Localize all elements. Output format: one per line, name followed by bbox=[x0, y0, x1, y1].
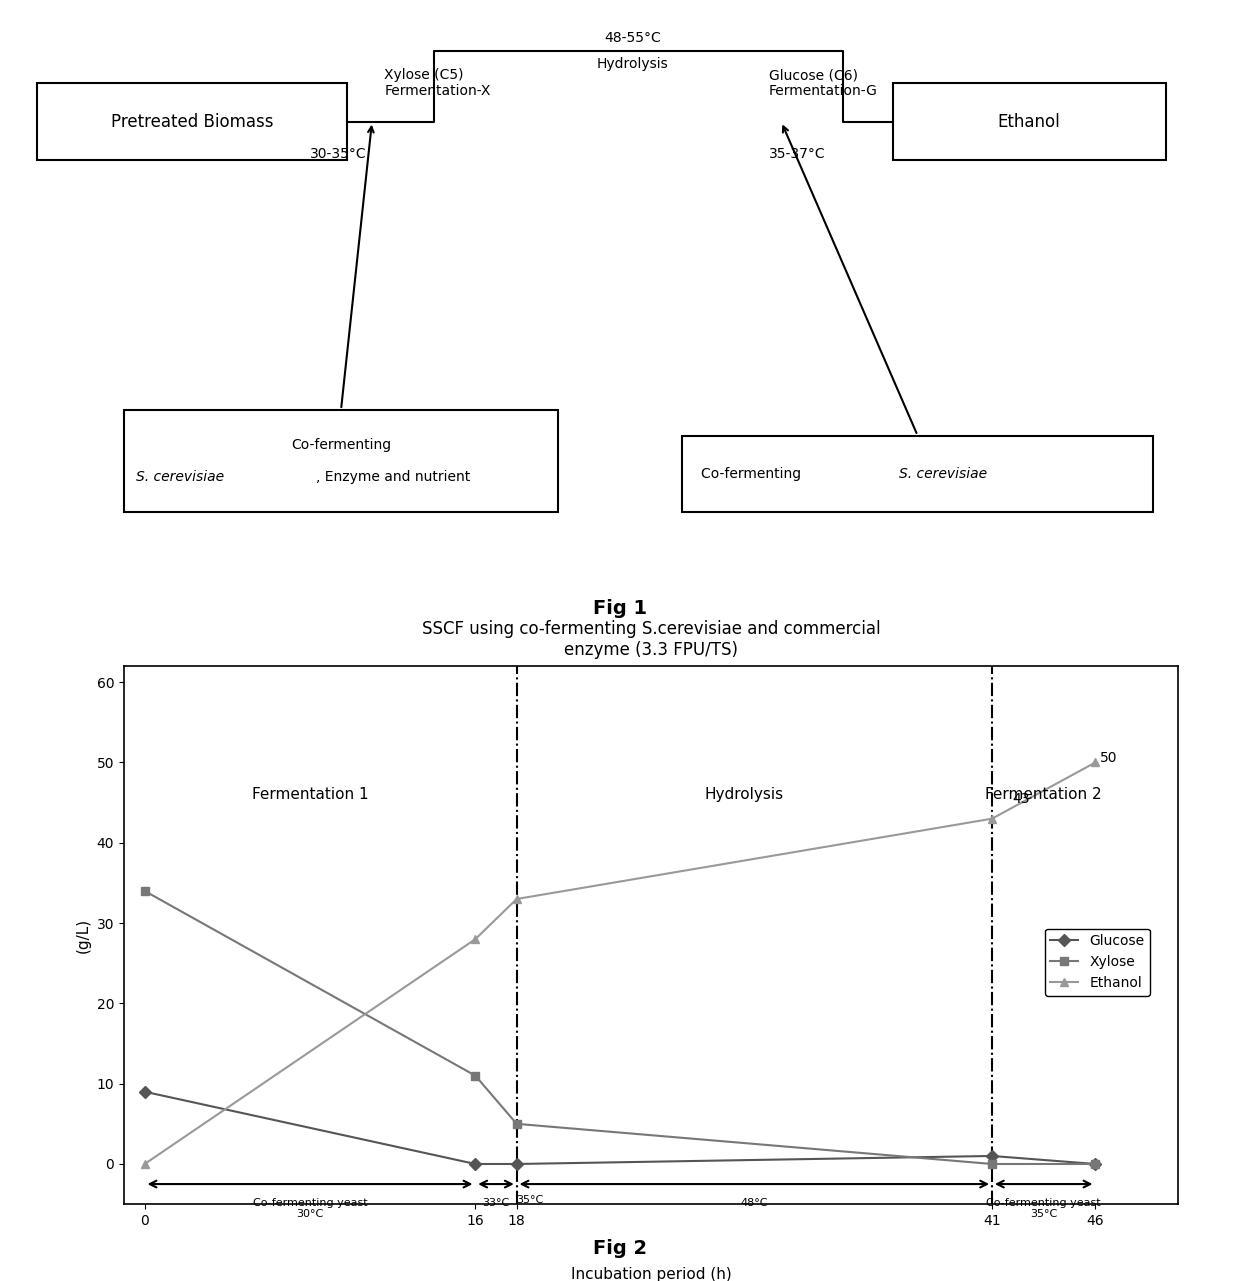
Line: Ethanol: Ethanol bbox=[140, 758, 1100, 1168]
Xylose bbox=[467, 1068, 482, 1084]
X-axis label: Incubation period (h): Incubation period (h) bbox=[570, 1267, 732, 1281]
Bar bbox=[124, 410, 558, 512]
Line: Xylose: Xylose bbox=[140, 886, 1100, 1168]
Text: Hydrolysis: Hydrolysis bbox=[704, 787, 784, 802]
Text: 33°C: 33°C bbox=[482, 1198, 510, 1208]
Text: Co-fermenting: Co-fermenting bbox=[701, 468, 805, 480]
Text: Co-fermenting yeast
30°C: Co-fermenting yeast 30°C bbox=[253, 1198, 367, 1220]
Text: 48°C: 48°C bbox=[740, 1198, 768, 1208]
Ethanol bbox=[138, 1157, 153, 1172]
Text: , Enzyme and nutrient: , Enzyme and nutrient bbox=[316, 470, 470, 484]
Text: Glucose (C6)
Fermentation-G: Glucose (C6) Fermentation-G bbox=[769, 68, 878, 99]
Text: Fermentation 1: Fermentation 1 bbox=[252, 787, 368, 802]
Xylose bbox=[138, 884, 153, 899]
Text: 48-55°C: 48-55°C bbox=[604, 32, 661, 45]
Xylose bbox=[985, 1157, 999, 1172]
Text: Xylose (C5)
Fermentation-X: Xylose (C5) Fermentation-X bbox=[384, 68, 491, 99]
Text: Co-fermenting yeast
35°C: Co-fermenting yeast 35°C bbox=[986, 1198, 1101, 1220]
Text: Fig 2: Fig 2 bbox=[593, 1240, 647, 1258]
Text: 35-37°C: 35-37°C bbox=[769, 147, 826, 160]
Ethanol bbox=[510, 892, 525, 907]
Text: Ethanol: Ethanol bbox=[998, 113, 1060, 131]
Text: S. cerevisiae: S. cerevisiae bbox=[899, 468, 987, 480]
Line: Glucose: Glucose bbox=[140, 1088, 1100, 1168]
Text: Pretreated Biomass: Pretreated Biomass bbox=[110, 113, 274, 131]
Ethanol bbox=[1087, 755, 1102, 770]
Text: 35°C: 35°C bbox=[517, 1195, 544, 1205]
Text: 30-35°C: 30-35°C bbox=[310, 147, 367, 160]
Bar bbox=[893, 83, 1166, 160]
Xylose bbox=[510, 1116, 525, 1131]
Ethanol bbox=[467, 931, 482, 947]
Text: 50: 50 bbox=[1100, 752, 1117, 766]
Text: Fig 1: Fig 1 bbox=[593, 600, 647, 617]
Text: Co-fermenting: Co-fermenting bbox=[291, 438, 391, 452]
Legend: Glucose, Xylose, Ethanol: Glucose, Xylose, Ethanol bbox=[1045, 929, 1149, 995]
Title: SSCF using co-fermenting S.cerevisiae and commercial
enzyme (3.3 FPU/TS): SSCF using co-fermenting S.cerevisiae an… bbox=[422, 620, 880, 658]
Text: Hydrolysis: Hydrolysis bbox=[596, 58, 668, 70]
Text: 43: 43 bbox=[1013, 792, 1030, 806]
Glucose bbox=[138, 1084, 153, 1099]
Glucose bbox=[510, 1157, 525, 1172]
Xylose bbox=[1087, 1157, 1102, 1172]
Glucose bbox=[985, 1148, 999, 1163]
Y-axis label: (g/L): (g/L) bbox=[76, 917, 91, 953]
Glucose bbox=[1087, 1157, 1102, 1172]
Bar bbox=[37, 83, 347, 160]
Ethanol bbox=[985, 811, 999, 826]
Text: Fermentation 2: Fermentation 2 bbox=[986, 787, 1102, 802]
Glucose bbox=[467, 1157, 482, 1172]
Bar bbox=[682, 436, 1153, 512]
Text: S. cerevisiae: S. cerevisiae bbox=[136, 470, 224, 484]
